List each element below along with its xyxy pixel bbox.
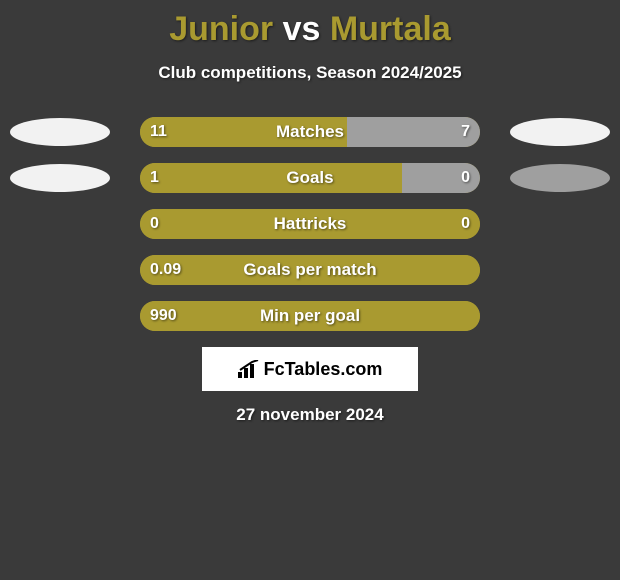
bar-label: Goals per match [140, 255, 480, 285]
bar-label: Min per goal [140, 301, 480, 331]
comparison-chart: Matches117Goals10Hattricks00Goals per ma… [0, 117, 620, 331]
value-left: 1 [150, 163, 159, 193]
bar-label: Hattricks [140, 209, 480, 239]
title-player-left: Junior [169, 10, 273, 48]
ellipse-left [10, 164, 110, 192]
chart-icon [238, 360, 260, 378]
title-vs: vs [273, 10, 330, 48]
logo-box: FcTables.com [202, 347, 418, 391]
value-right: 7 [461, 117, 470, 147]
bar-label: Matches [140, 117, 480, 147]
bar-track: Goals per match0.09 [140, 255, 480, 285]
value-left: 11 [150, 117, 167, 147]
ellipse-left [10, 118, 110, 146]
value-right: 0 [461, 163, 470, 193]
stat-row: Hattricks0 0 [0, 209, 620, 239]
subtitle: Club competitions, Season 2024/2025 [0, 63, 620, 83]
stat-row: Matches11 7 [0, 117, 620, 147]
date-label: 27 november 2024 [0, 405, 620, 425]
page-title: Junior vs Murtala [0, 0, 620, 49]
bar-track: Goals1 0 [140, 163, 480, 193]
value-left: 0 [150, 209, 159, 239]
logo: FcTables.com [238, 359, 383, 380]
bar-track: Hattricks0 0 [140, 209, 480, 239]
title-player-right: Murtala [330, 10, 451, 48]
stat-row: Goals per match0.09 [0, 255, 620, 285]
stat-row: Goals1 0 [0, 163, 620, 193]
value-left: 990 [150, 301, 177, 331]
stat-row: Min per goal990 [0, 301, 620, 331]
ellipse-right [510, 164, 610, 192]
bar-track: Min per goal990 [140, 301, 480, 331]
logo-text: FcTables.com [264, 359, 383, 380]
ellipse-right [510, 118, 610, 146]
value-left: 0.09 [150, 255, 181, 285]
bar-track: Matches11 7 [140, 117, 480, 147]
bar-label: Goals [140, 163, 480, 193]
value-right: 0 [461, 209, 470, 239]
